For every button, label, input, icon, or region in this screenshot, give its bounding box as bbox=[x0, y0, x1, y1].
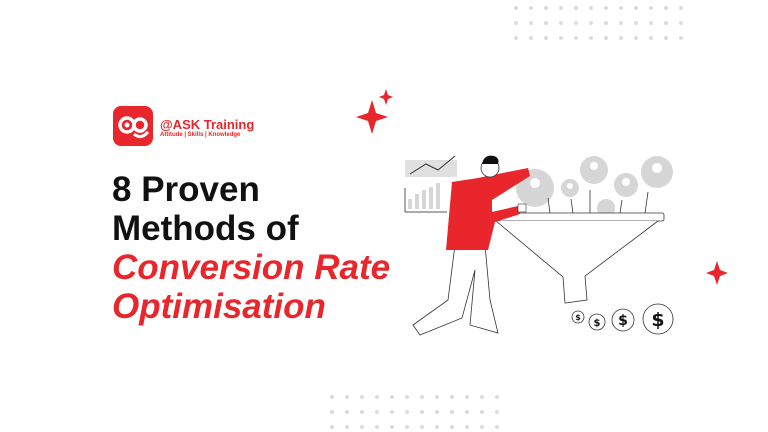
dot bbox=[634, 21, 638, 25]
dot bbox=[450, 425, 454, 429]
dot bbox=[574, 36, 578, 40]
dot bbox=[544, 36, 548, 40]
line-chart-icon bbox=[405, 155, 457, 177]
person-icon bbox=[412, 155, 530, 336]
sparkle-icon bbox=[356, 89, 728, 285]
dot bbox=[330, 410, 334, 414]
dot bbox=[420, 425, 424, 429]
dot bbox=[514, 21, 518, 25]
brand-logo bbox=[113, 106, 153, 146]
dot bbox=[345, 425, 349, 429]
user-avatar-icon bbox=[516, 156, 673, 217]
dot bbox=[664, 21, 668, 25]
dot bbox=[574, 6, 578, 10]
dot bbox=[529, 6, 533, 10]
dot bbox=[360, 410, 364, 414]
dot bbox=[559, 21, 563, 25]
dot bbox=[405, 410, 409, 414]
dot bbox=[514, 6, 518, 10]
dot bbox=[604, 21, 608, 25]
dot bbox=[589, 6, 593, 10]
dot bbox=[649, 6, 653, 10]
dot bbox=[679, 6, 683, 10]
brand-name: @ASK Training bbox=[160, 117, 255, 132]
dot bbox=[375, 410, 379, 414]
funnel-icon bbox=[491, 190, 665, 304]
dot bbox=[330, 425, 334, 429]
dot bbox=[619, 21, 623, 25]
dot bbox=[649, 36, 653, 40]
bar-chart-icon bbox=[404, 183, 447, 213]
dot bbox=[574, 21, 578, 25]
brand-tagline: Attitude | Skills | Knowledge bbox=[160, 132, 241, 138]
dot bbox=[589, 21, 593, 25]
dot bbox=[649, 21, 653, 25]
dot bbox=[604, 36, 608, 40]
dot bbox=[345, 395, 349, 399]
dot bbox=[679, 36, 683, 40]
dot bbox=[495, 410, 499, 414]
svg-text:$: $ bbox=[651, 309, 664, 331]
dot bbox=[360, 395, 364, 399]
dot bbox=[375, 395, 379, 399]
dot bbox=[634, 6, 638, 10]
dot bbox=[619, 36, 623, 40]
dot bbox=[450, 395, 454, 399]
dot bbox=[495, 425, 499, 429]
dot bbox=[589, 36, 593, 40]
dot bbox=[480, 425, 484, 429]
dot bbox=[480, 410, 484, 414]
logo-mark-icon bbox=[118, 116, 150, 139]
dot bbox=[529, 21, 533, 25]
dot bbox=[495, 395, 499, 399]
dot bbox=[559, 36, 563, 40]
dot bbox=[405, 395, 409, 399]
dot bbox=[619, 6, 623, 10]
svg-text:$: $ bbox=[575, 313, 581, 322]
dot bbox=[405, 425, 409, 429]
dot bbox=[514, 36, 518, 40]
dot bbox=[664, 36, 668, 40]
dot bbox=[480, 395, 484, 399]
dot bbox=[544, 21, 548, 25]
title-highlight: Conversion Rate bbox=[112, 248, 391, 287]
decorative-dot-grid bbox=[514, 6, 694, 40]
dot bbox=[559, 6, 563, 10]
dot bbox=[664, 6, 668, 10]
dot bbox=[529, 36, 533, 40]
dot bbox=[360, 425, 364, 429]
dot bbox=[465, 425, 469, 429]
dot bbox=[604, 6, 608, 10]
dot bbox=[634, 36, 638, 40]
dot bbox=[435, 425, 439, 429]
title-highlight: Optimisation bbox=[112, 287, 326, 326]
dot bbox=[450, 410, 454, 414]
dollar-coin-icon: $ $ $ $ bbox=[571, 303, 674, 335]
dot bbox=[390, 395, 394, 399]
dot bbox=[420, 395, 424, 399]
title-line: 8 Proven bbox=[112, 170, 260, 209]
dot bbox=[435, 395, 439, 399]
svg-text:$: $ bbox=[594, 318, 601, 329]
dot bbox=[420, 410, 424, 414]
dot bbox=[435, 410, 439, 414]
page-title: 8 Proven Methods of Conversion Rate Opti… bbox=[112, 170, 390, 326]
dot bbox=[390, 425, 394, 429]
dot bbox=[465, 410, 469, 414]
dot bbox=[375, 425, 379, 429]
decorative-dot-grid bbox=[330, 395, 510, 429]
dot bbox=[544, 6, 548, 10]
dot bbox=[330, 395, 334, 399]
dot bbox=[345, 410, 349, 414]
dot bbox=[465, 395, 469, 399]
dot bbox=[679, 21, 683, 25]
title-line: Methods of bbox=[112, 209, 299, 248]
svg-text:$: $ bbox=[618, 313, 628, 329]
dot bbox=[390, 410, 394, 414]
